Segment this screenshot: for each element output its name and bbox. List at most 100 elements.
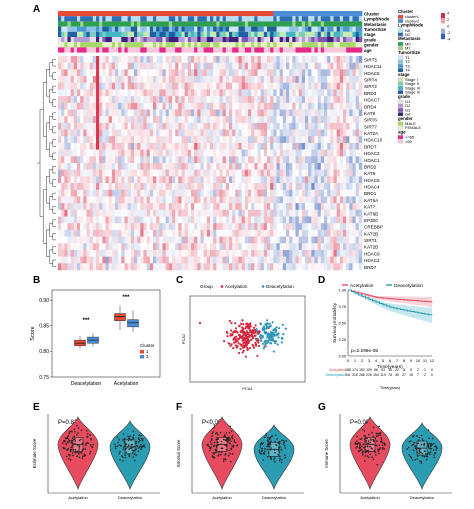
- heatmap-cell: [58, 143, 61, 150]
- annotation-cell: [93, 27, 96, 32]
- x-tick-label: 0: [347, 358, 350, 363]
- legend-title-lymphnode: LymphNode: [398, 23, 424, 28]
- heatmap-cell: [318, 130, 321, 137]
- heatmap-cell: [87, 263, 90, 270]
- annotation-cell: [77, 27, 80, 32]
- heatmap-cell: [109, 223, 112, 230]
- heatmap-cell: [106, 223, 109, 230]
- heatmap-cell: [292, 110, 295, 117]
- heatmap-cell: [99, 223, 102, 230]
- data-point: [81, 452, 83, 454]
- y-tick-label: 0.80: [39, 349, 49, 355]
- heatmap-cell: [112, 237, 115, 244]
- heatmap-cell: [118, 210, 121, 217]
- heatmap-cell: [118, 237, 121, 244]
- annotation-cell: [109, 42, 112, 47]
- annotation-cell: [273, 47, 276, 52]
- gene-label: BRD4: [364, 104, 377, 109]
- annotation-cell: [197, 11, 200, 16]
- heatmap-cell: [292, 163, 295, 170]
- heatmap-cell: [178, 170, 181, 177]
- heatmap-cell: [64, 143, 67, 150]
- heatmap-cell: [273, 243, 276, 250]
- heatmap-cell: [112, 190, 115, 197]
- heatmap-cell: [125, 250, 128, 257]
- heatmap-cell: [156, 190, 159, 197]
- heatmap-cell: [321, 110, 324, 117]
- annotation-cell: [292, 42, 295, 47]
- heatmap-cell: [99, 263, 102, 270]
- heatmap-cell: [334, 89, 337, 96]
- heatmap-cell: [286, 176, 289, 183]
- annotation-cell: [68, 47, 71, 52]
- heatmap-cell: [292, 223, 295, 230]
- annotation-cell: [239, 21, 242, 26]
- heatmap-cell: [134, 103, 137, 110]
- annotation-cell: [308, 16, 311, 21]
- heatmap-cell: [239, 190, 242, 197]
- heatmap-cell: [197, 76, 200, 83]
- heatmap-cell: [264, 243, 267, 250]
- heatmap-cell: [71, 89, 74, 96]
- annotation-cell: [118, 37, 121, 42]
- data-point: [382, 442, 384, 444]
- heatmap-cell: [340, 116, 343, 123]
- heatmap-cell: [77, 156, 80, 163]
- data-point: [375, 454, 377, 456]
- heatmap-cell: [150, 217, 153, 224]
- heatmap-cell: [204, 196, 207, 203]
- heatmap-cell: [175, 56, 178, 63]
- heatmap-cell: [93, 96, 96, 103]
- heatmap-cell: [194, 156, 197, 163]
- heatmap-cell: [311, 156, 314, 163]
- heatmap-cell: [166, 116, 169, 123]
- heatmap-cell: [273, 203, 276, 210]
- heatmap-cell: [267, 123, 270, 130]
- annotation-cell: [343, 16, 346, 21]
- heatmap-cell: [340, 203, 343, 210]
- risk-value: 109: [366, 368, 372, 372]
- heatmap-cell: [102, 130, 105, 137]
- annotation-cell: [213, 21, 216, 26]
- annotation-cell: [359, 21, 362, 26]
- heatmap-cell: [318, 196, 321, 203]
- data-point: [78, 446, 80, 448]
- data-point: [213, 427, 215, 429]
- data-point: [209, 450, 211, 452]
- heatmap-cell: [305, 243, 308, 250]
- heatmap-cell: [251, 96, 254, 103]
- heatmap-cell: [131, 156, 134, 163]
- data-point: [270, 449, 272, 451]
- heatmap-cell: [118, 163, 121, 170]
- heatmap-cell: [182, 89, 185, 96]
- heatmap-cell: [204, 230, 207, 237]
- heatmap-cell: [140, 103, 143, 110]
- data-point: [74, 436, 76, 438]
- annotation-cell: [166, 37, 169, 42]
- heatmap-cell: [340, 223, 343, 230]
- heatmap-cell: [83, 110, 86, 117]
- heatmap-cell: [137, 250, 140, 257]
- heatmap-cell: [80, 183, 83, 190]
- annotation-cell: [83, 11, 86, 16]
- annotation-cell: [267, 11, 270, 16]
- heatmap-cell: [283, 130, 286, 137]
- legend-swatch: [398, 104, 403, 108]
- heatmap-cell: [188, 170, 191, 177]
- heatmap-cell: [248, 237, 251, 244]
- x-tick-label: 11: [423, 358, 428, 363]
- annotation-cell: [261, 37, 264, 42]
- annotation-cell: [356, 16, 359, 21]
- heatmap-cell: [121, 110, 124, 117]
- heatmap-cell: [83, 156, 86, 163]
- scatter-point-deacetylation: [282, 333, 284, 335]
- heatmap-cell: [273, 163, 276, 170]
- annotation-cell: [147, 16, 150, 21]
- heatmap-cell: [280, 150, 283, 157]
- annotation-cell: [140, 32, 143, 37]
- heatmap-cell: [201, 196, 204, 203]
- heatmap-cell: [232, 223, 235, 230]
- annotation-cell: [283, 16, 286, 21]
- heatmap-cell: [267, 196, 270, 203]
- heatmap-cell: [93, 130, 96, 137]
